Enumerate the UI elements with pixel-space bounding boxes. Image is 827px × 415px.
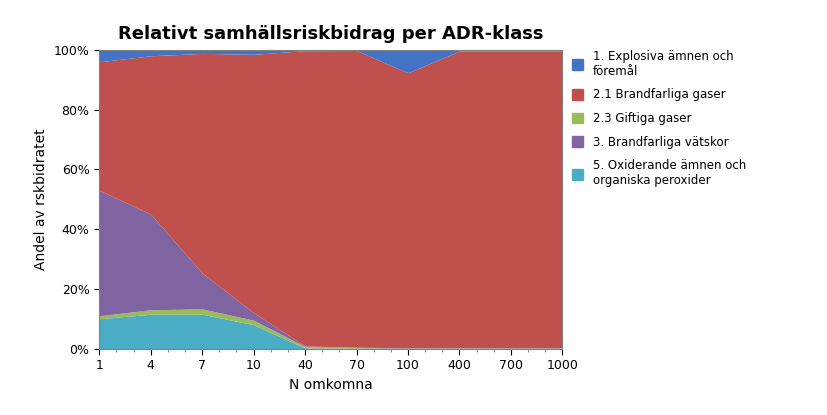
Y-axis label: Andel av rskbidratet: Andel av rskbidratet bbox=[34, 128, 48, 270]
Title: Relativt samhällsriskbidrag per ADR-klass: Relativt samhällsriskbidrag per ADR-klas… bbox=[118, 24, 543, 43]
Legend: 1. Explosiva ämnen och
föremål, 2.1 Brandfarliga gaser, 2.3 Giftiga gaser, 3. Br: 1. Explosiva ämnen och föremål, 2.1 Bran… bbox=[571, 50, 746, 187]
X-axis label: N omkomna: N omkomna bbox=[289, 378, 373, 392]
